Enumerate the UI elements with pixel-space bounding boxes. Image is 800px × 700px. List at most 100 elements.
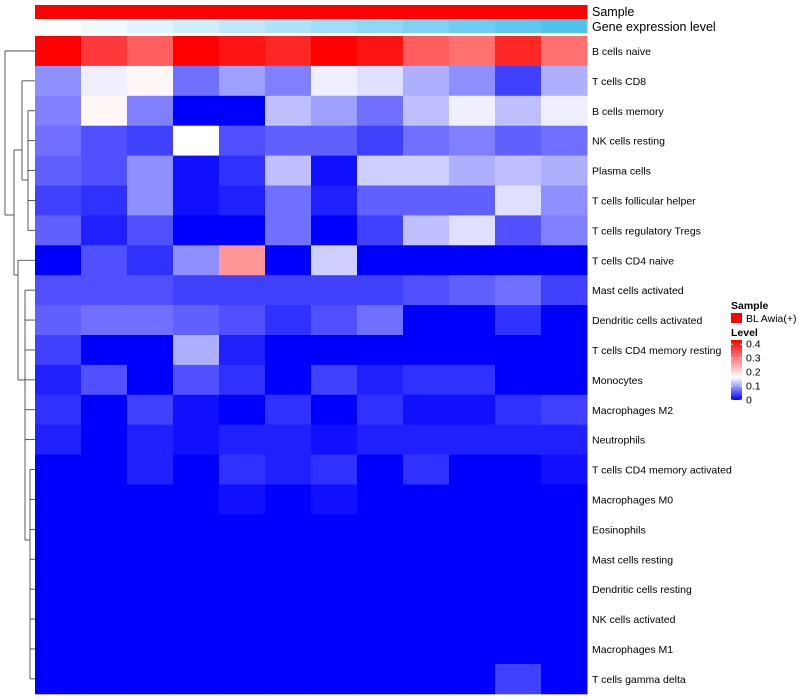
heatmap-cell: [173, 245, 220, 276]
heatmap-cell: [81, 663, 128, 695]
heatmap-cell: [311, 245, 358, 276]
colorbar-tick-label: 0.2: [746, 367, 761, 379]
heatmap-cell: [357, 125, 404, 157]
heatmap-cell: [541, 663, 588, 695]
heatmap-cell: [173, 484, 220, 515]
heatmap-cell: [357, 275, 404, 306]
heatmap-cell: [81, 155, 128, 186]
row-label: Mast cells resting: [592, 554, 673, 566]
row-label: NK cells resting: [592, 136, 665, 148]
heatmap-cell: [495, 65, 542, 97]
heatmap-cell: [265, 634, 312, 665]
heatmap-cell: [127, 364, 174, 396]
sample-annotation-cell: [35, 5, 82, 19]
heatmap-cell: [127, 125, 174, 157]
heatmap-cell: [127, 394, 174, 426]
heatmap-cell: [127, 335, 174, 366]
heatmap-cell: [495, 604, 542, 635]
heatmap-cell: [357, 514, 404, 545]
heatmap-cell: [173, 634, 220, 665]
expression-level-annotation-cell: [173, 19, 220, 33]
sample-annotation-cell: [541, 5, 588, 19]
heatmap-cell: [449, 663, 496, 695]
sample-legend-label: BL Awia(+): [746, 313, 797, 325]
heatmap-cell: [173, 394, 220, 426]
sample-annotation-cell: [449, 5, 496, 19]
heatmap-cell: [265, 185, 312, 216]
heatmap-cell: [541, 514, 588, 545]
heatmap-cell: [265, 95, 312, 127]
heatmap-cell: [403, 663, 450, 695]
heatmap-cell: [495, 634, 542, 665]
heatmap-cell: [219, 454, 266, 485]
heatmap-cell: [357, 65, 404, 97]
row-label: Monocytes: [592, 375, 643, 387]
heatmap-cell: [541, 454, 588, 485]
heatmap-cell: [403, 36, 450, 67]
heatmap-cell: [403, 65, 450, 97]
heatmap-cell: [357, 95, 404, 127]
heatmap-cell: [495, 364, 542, 396]
heatmap-cell: [81, 544, 128, 575]
heatmap-cell: [265, 155, 312, 186]
heatmap-cell: [495, 424, 542, 456]
heatmap-cell: [35, 245, 82, 276]
heatmap-cell: [403, 125, 450, 157]
expression-level-annotation-cell: [311, 19, 358, 33]
heatmap-cell: [495, 484, 542, 515]
heatmap-cell: [173, 36, 220, 67]
heatmap-cell: [357, 604, 404, 635]
heatmap-cell: [449, 544, 496, 575]
expression-level-annotation-cell: [403, 19, 450, 33]
heatmap-cell: [449, 634, 496, 665]
heatmap-cell: [403, 215, 450, 246]
expression-level-annotation-cell: [127, 19, 174, 33]
heatmap-cell: [127, 185, 174, 216]
heatmap-cell: [495, 95, 542, 127]
heatmap-cell: [265, 454, 312, 485]
heatmap-cell: [357, 245, 404, 276]
heatmap-cell: [127, 155, 174, 186]
heatmap-cell: [541, 335, 588, 366]
heatmap-cell: [81, 574, 128, 605]
heatmap-cell: [357, 394, 404, 426]
sample-annotation-cell: [173, 5, 220, 19]
heatmap-cell: [357, 424, 404, 456]
heatmap-cell: [265, 514, 312, 545]
expression-level-annotation-cell: [81, 19, 128, 33]
heatmap-cell: [449, 125, 496, 157]
heatmap-cell: [495, 663, 542, 695]
heatmap-cell: [495, 36, 542, 67]
heatmap-cell: [357, 663, 404, 695]
heatmap-cell: [219, 424, 266, 456]
heatmap-cell: [403, 155, 450, 186]
heatmap-cell: [81, 424, 128, 456]
heatmap-cell: [265, 215, 312, 246]
heatmap-cell: [541, 215, 588, 246]
heatmap-cell: [173, 65, 220, 97]
sample-annotation-cell: [265, 5, 312, 19]
heatmap-cell: [173, 424, 220, 456]
heatmap-cell: [541, 275, 588, 306]
heatmap-cell: [219, 335, 266, 366]
heatmap-cell: [219, 514, 266, 545]
heatmap-cell: [541, 604, 588, 635]
heatmap-cell: [35, 544, 82, 575]
heatmap-cell: [311, 125, 358, 157]
heatmap-cell: [311, 95, 358, 127]
sample-annotation-cell: [219, 5, 266, 19]
heatmap-cell: [219, 544, 266, 575]
heatmap-cell: [265, 364, 312, 396]
heatmap-cell: [541, 155, 588, 186]
expression-level-annotation-cell: [35, 19, 82, 33]
heatmap-cell: [173, 335, 220, 366]
heatmap-cell: [357, 155, 404, 186]
row-label: Plasma cells: [592, 166, 651, 178]
heatmap-cell: [311, 185, 358, 216]
heatmap-cell: [311, 424, 358, 456]
heatmap-cell: [495, 155, 542, 186]
heatmap-cell: [403, 364, 450, 396]
sample-annotation-cell: [495, 5, 542, 19]
heatmap-cell: [81, 65, 128, 97]
